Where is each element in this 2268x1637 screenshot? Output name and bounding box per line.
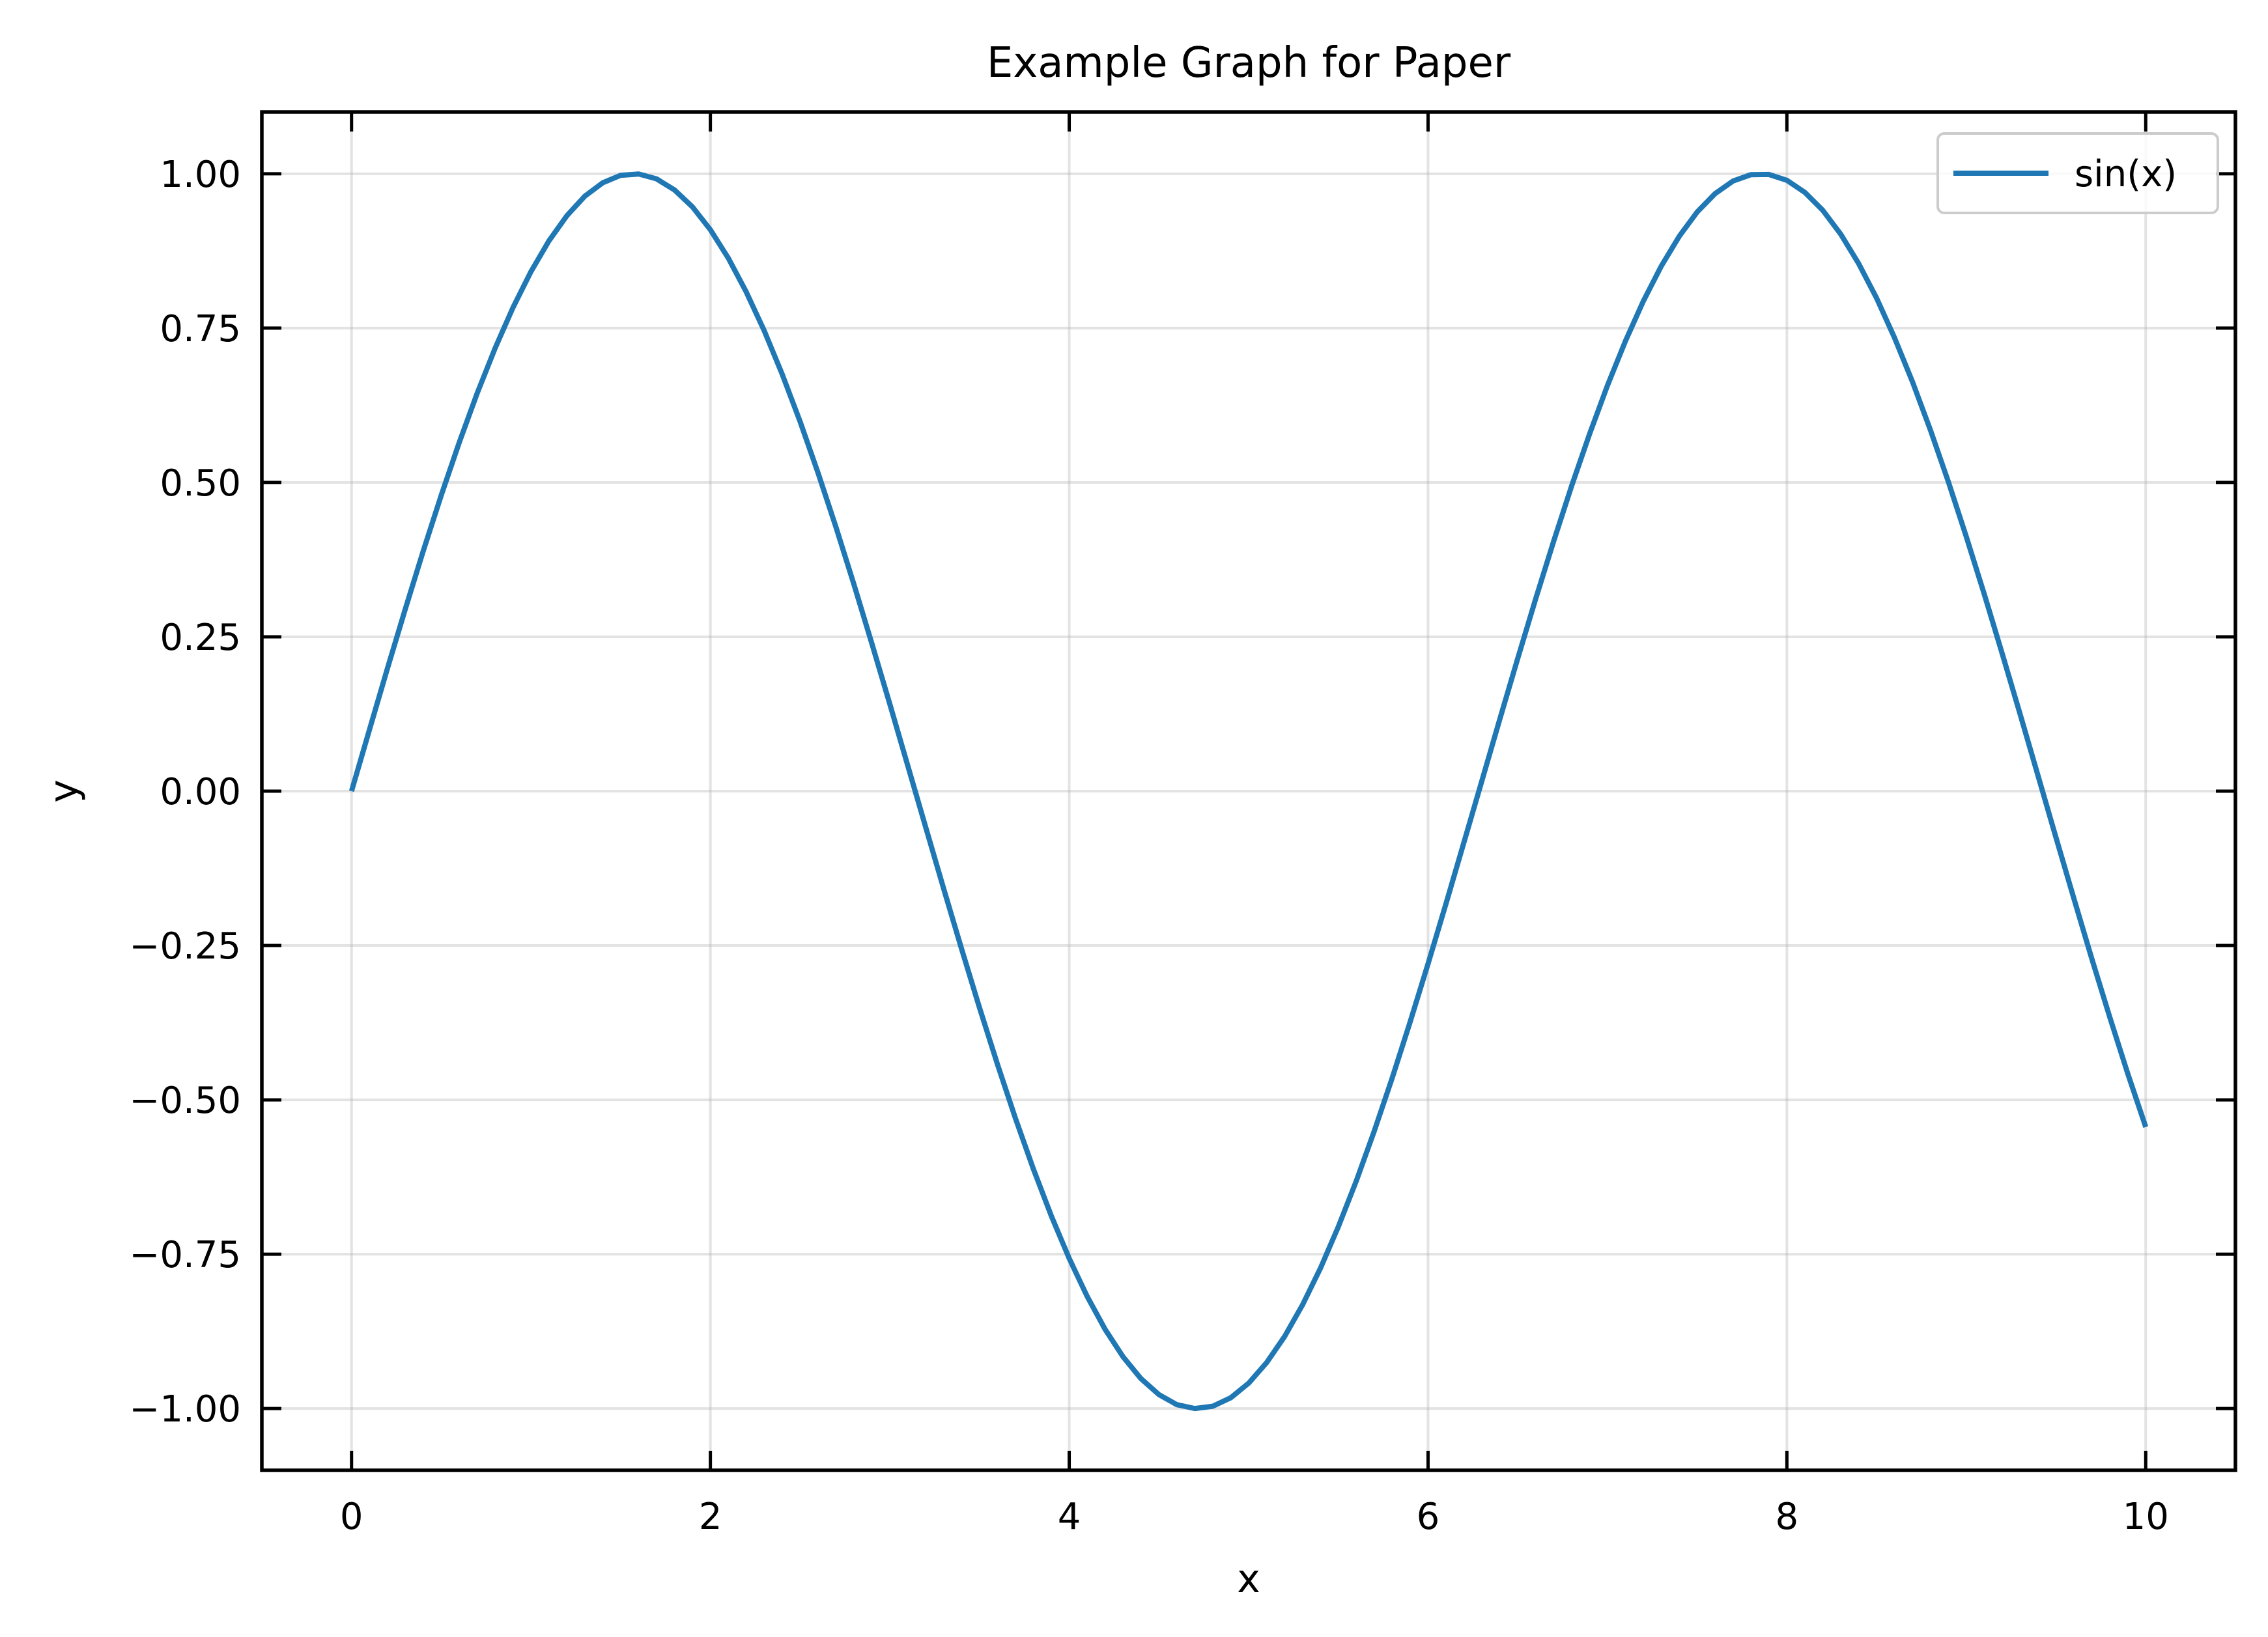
x-tick-label: 4: [1058, 1496, 1081, 1538]
legend-label-sin: sin(x): [2075, 153, 2177, 195]
tick-labels-layer: 0 2 4 6 8 10 1.00 0.75 0.50 0.25 0.00 −0.25 −0.50 −0.…: [129, 154, 2169, 1538]
x-tick-label: 8: [1776, 1496, 1799, 1538]
y-axis-label: y: [41, 779, 87, 803]
y-tick-label: 0.75: [160, 308, 241, 350]
x-tick-label: 0: [340, 1496, 363, 1538]
y-tick-label: −0.50: [129, 1080, 241, 1122]
y-tick-label: 1.00: [160, 154, 241, 196]
x-axis-label: x: [1237, 1556, 1260, 1602]
series-line-sin: [348, 171, 2149, 1412]
grid-layer: [262, 112, 2235, 1470]
ticks-layer: [262, 112, 2235, 1470]
y-tick-label: 0.25: [160, 617, 241, 659]
series-layer: [348, 171, 2149, 1412]
y-tick-label: −0.25: [129, 925, 241, 968]
x-tick-label: 2: [699, 1496, 722, 1538]
y-tick-label: −1.00: [129, 1388, 241, 1431]
y-tick-label: 0.50: [160, 462, 241, 505]
x-tick-label: 6: [1417, 1496, 1440, 1538]
y-tick-label: −0.75: [129, 1234, 241, 1276]
legend: sin(x): [1936, 132, 2219, 214]
legend-box: [1936, 132, 2219, 214]
chart-title: Example Graph for Paper: [987, 39, 1511, 87]
y-tick-label: 0.00: [160, 771, 241, 813]
x-tick-label: 10: [2123, 1496, 2169, 1538]
